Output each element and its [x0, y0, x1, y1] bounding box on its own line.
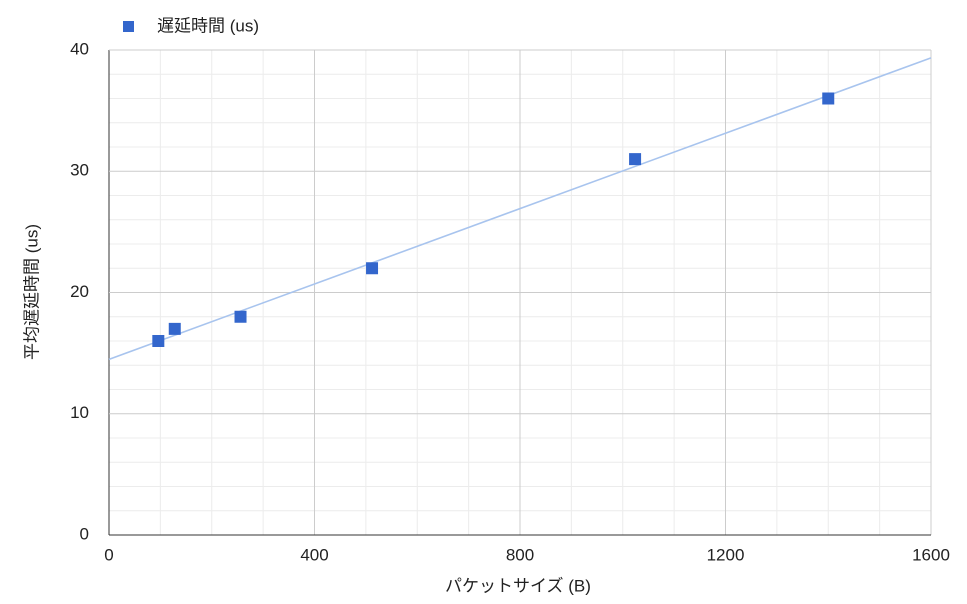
point: [168, 322, 181, 335]
point: [234, 310, 247, 323]
y-tick-label: 10: [70, 403, 89, 422]
x-tick-label: 800: [506, 545, 534, 564]
y-tick-label: 20: [70, 282, 89, 301]
point: [366, 262, 379, 275]
point: [629, 153, 642, 166]
trendline: [108, 57, 932, 361]
point: [152, 335, 165, 347]
legend-label: 遅延時間 (us): [157, 16, 259, 35]
x-tick-label: 1200: [707, 545, 745, 564]
y-axis-label: 平均遅延時間 (us): [22, 224, 41, 360]
y-tick-label: 30: [70, 161, 89, 180]
x-tick-label: 1600: [912, 545, 950, 564]
y-tick-label: 40: [70, 39, 89, 58]
x-tick-label: 0: [104, 545, 113, 564]
x-tick-label: 400: [300, 545, 328, 564]
legend-marker: [123, 21, 134, 32]
point: [822, 92, 835, 105]
x-axis-label: パケットサイズ (B): [445, 576, 591, 595]
y-tick-label: 0: [80, 524, 89, 543]
